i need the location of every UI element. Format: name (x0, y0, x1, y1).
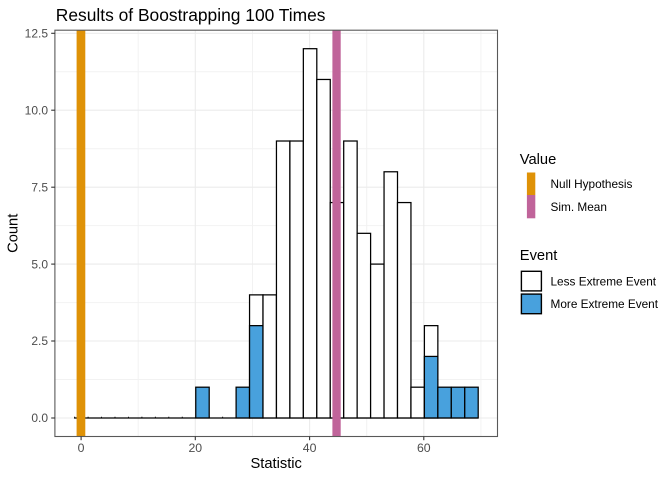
svg-text:2.5: 2.5 (31, 334, 48, 348)
svg-text:0: 0 (78, 441, 85, 455)
svg-text:Value: Value (520, 152, 556, 168)
svg-text:40: 40 (303, 441, 317, 455)
svg-text:60: 60 (417, 441, 431, 455)
svg-text:10.0: 10.0 (25, 103, 49, 117)
svg-text:5.0: 5.0 (31, 257, 48, 271)
svg-text:Count: Count (6, 214, 22, 253)
svg-text:Statistic: Statistic (250, 456, 301, 472)
svg-text:12.5: 12.5 (25, 27, 49, 41)
svg-text:Less Extreme Event: Less Extreme Event (551, 274, 657, 288)
svg-text:Sim. Mean: Sim. Mean (551, 200, 607, 214)
svg-text:More Extreme Event: More Extreme Event (551, 297, 659, 311)
svg-text:20: 20 (188, 441, 202, 455)
svg-text:7.5: 7.5 (31, 180, 48, 194)
svg-text:0.0: 0.0 (31, 411, 48, 425)
svg-text:Results of Boostrapping 100 Ti: Results of Boostrapping 100 Times (56, 5, 326, 25)
svg-text:Event: Event (520, 248, 558, 264)
svg-text:Null Hypothesis: Null Hypothesis (551, 177, 633, 191)
